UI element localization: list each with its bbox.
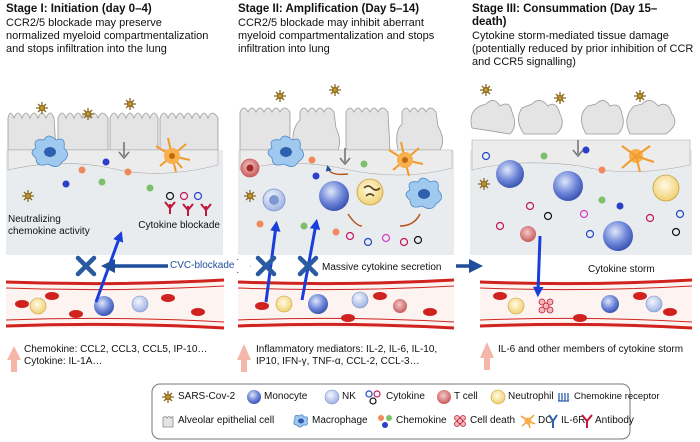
monocyte-cell [496,160,524,188]
nk-icon [324,389,340,405]
vessel-cells [15,291,677,322]
stage3-title: Stage III: Consummation (Day 15– death) [472,3,658,28]
stage3-description: Cytokine storm-mediated tissue damage (p… [472,30,694,68]
cell-death-icon [454,415,466,427]
stage2-immune-cells [240,135,442,247]
chemokine-receptor-icon [558,393,569,402]
legend: SARS-Cov-2 Monocyte NK Cytokine T cell N… [160,389,660,437]
stage2-description: CCR2/5 blockade may inhibit aberrant mye… [238,17,435,55]
il-6r-icon [548,414,558,428]
neutrophil-cell [356,178,384,206]
macrophage-cell [405,177,442,209]
monocyte-icon [247,390,261,404]
cytokine-storm-label: Cytokine storm [588,264,655,275]
virus-particles [22,84,646,202]
legend-box [151,383,631,440]
cytokine-icon [365,390,381,405]
macrophage-cell [31,135,68,167]
cvc-blockade-x-marks [75,255,319,277]
macrophage-icon [293,414,308,428]
massive-secretion-label: Massive cytokine secretion [322,262,442,273]
stage1-mediators: Chemokine: CCL2, CCL3, CCL5, IP-10… Cyto… [24,344,208,367]
mediator-up-arrows [7,342,494,372]
dc-icon [520,414,536,429]
monocyte-cell [319,181,349,211]
stage2-title: Stage II: Amplification (Day 5–14) [238,3,420,15]
dc-cell [155,137,191,173]
cytokine-blockade-label: Cytokine blockade [138,220,220,231]
chemokine-icon [378,415,392,428]
cvc-blockade-label: CVC-blockade [170,260,250,272]
stage3-epithelium [470,100,691,173]
dc-cell [388,141,424,177]
stage1-immune-cells [31,135,212,216]
monocyte-cell [553,171,583,201]
stage3-immune-cells [481,145,685,251]
sars-cov-2-icon [162,391,174,403]
t-cell-icon [437,390,451,404]
epithelium-arrows [118,140,584,166]
stage1-description: CCR2/5 blockade may preserve normalized … [6,17,209,55]
stage3-mediators: IL-6 and other members of cytokine storm [498,344,684,355]
antibody-icon [581,414,593,428]
neutralizing-label: Neutralizing chemokine activity [8,214,90,237]
neutrophil-cell [652,174,680,202]
monocyte-cell [603,221,633,251]
macrophage-cell [267,135,304,167]
neutrophil-icon [490,389,506,405]
stage2-mediators: Inflammatory mediators: IL-2, IL-6, IL-1… [256,344,438,367]
alveolar-epithelial-cell-icon [162,416,174,428]
stage1-title: Stage I: Initiation (day 0–4) [6,3,152,15]
t-cell [520,226,536,242]
